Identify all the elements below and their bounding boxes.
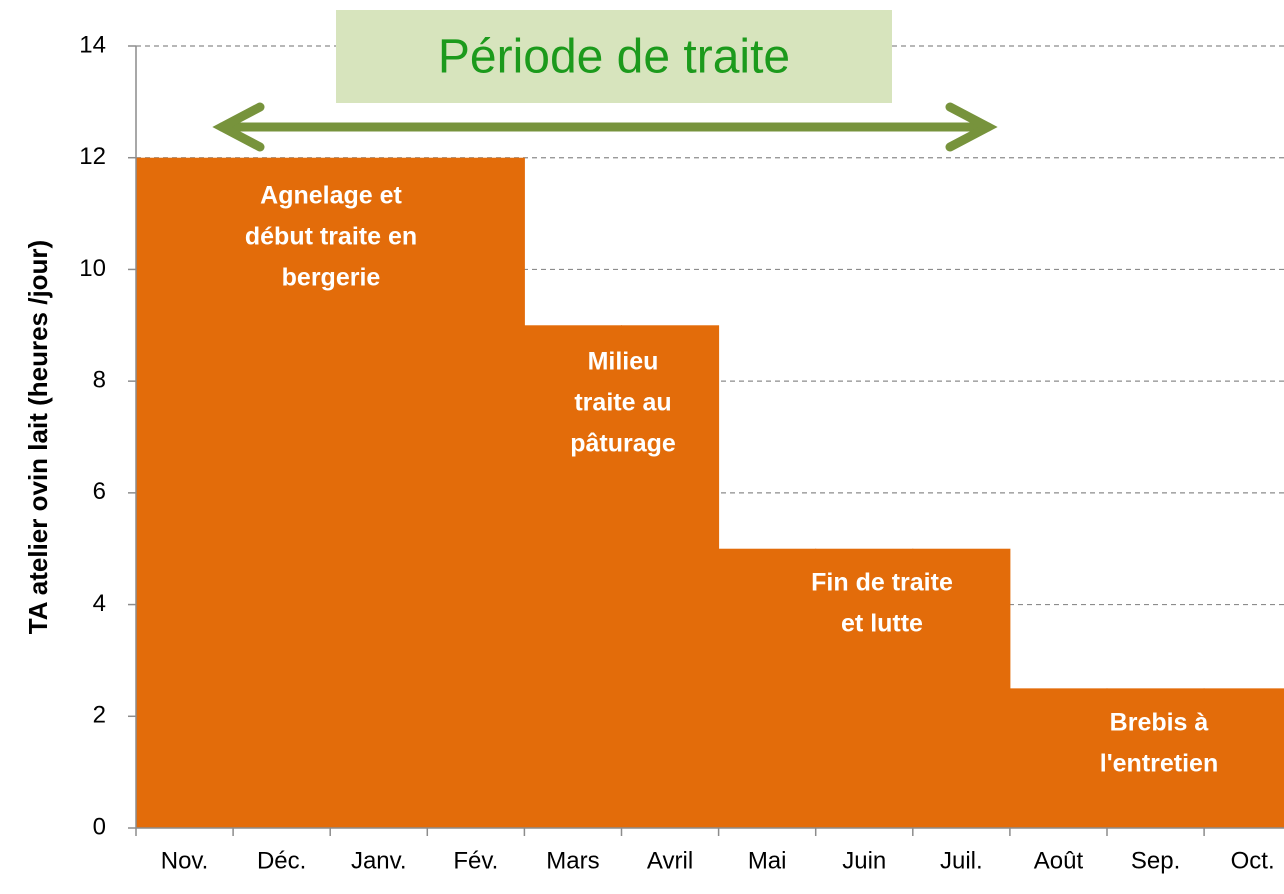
arrow — [212, 102, 998, 152]
annotation-box — [336, 10, 892, 103]
bar — [329, 157, 428, 828]
x-tick-label: Mars — [546, 847, 599, 874]
x-tick-label: Juin — [842, 847, 886, 874]
arrow-head-right — [945, 102, 998, 152]
bar — [718, 548, 817, 828]
bar — [232, 157, 331, 828]
x-tick-label: Janv. — [351, 847, 407, 874]
bar — [1106, 688, 1205, 828]
annotation-title: Période de traite — [438, 31, 790, 84]
y-tick-label: 2 — [93, 702, 106, 729]
x-tick-label: Juil. — [940, 847, 983, 874]
bar — [1009, 688, 1108, 828]
y-tick-label: 14 — [79, 31, 106, 58]
region-label: et lutte — [841, 610, 923, 638]
y-tick-label: 12 — [79, 143, 106, 170]
x-tick-label: Déc. — [257, 847, 306, 874]
bar — [1203, 688, 1284, 828]
region-label: bergerie — [282, 264, 381, 292]
y-tick-label: 0 — [93, 813, 106, 840]
x-tick-label: Fév. — [453, 847, 498, 874]
y-tick-label: 6 — [93, 478, 106, 505]
y-tick-label: 4 — [93, 590, 106, 617]
bar — [621, 325, 720, 828]
y-axis-title: TA atelier ovin lait (heures /jour) — [23, 240, 53, 634]
x-tick-label: Oct. — [1231, 847, 1275, 874]
bar — [523, 325, 622, 828]
region-label: Milieu — [588, 348, 659, 376]
bar — [426, 157, 525, 828]
region-label: Fin de traite — [811, 569, 953, 597]
region-label: début traite en — [245, 223, 417, 251]
y-tick-label: 10 — [79, 255, 106, 282]
x-tick-label: Août — [1034, 847, 1084, 874]
x-tick-label: Sep. — [1131, 847, 1180, 874]
x-tick-label: Nov. — [161, 847, 209, 874]
region-label: l'entretien — [1100, 750, 1218, 778]
region-label: Agnelage et — [260, 182, 402, 210]
y-tick-label: 8 — [93, 366, 106, 393]
x-tick-label: Avril — [647, 847, 693, 874]
region-label: Brebis à — [1110, 709, 1209, 737]
region-label: pâturage — [570, 430, 676, 458]
arrow-head-left — [212, 102, 265, 152]
bar — [912, 548, 1011, 828]
x-tick-label: Mai — [748, 847, 787, 874]
region-label: traite au — [574, 389, 671, 417]
bar — [815, 548, 914, 828]
bar — [135, 157, 234, 828]
